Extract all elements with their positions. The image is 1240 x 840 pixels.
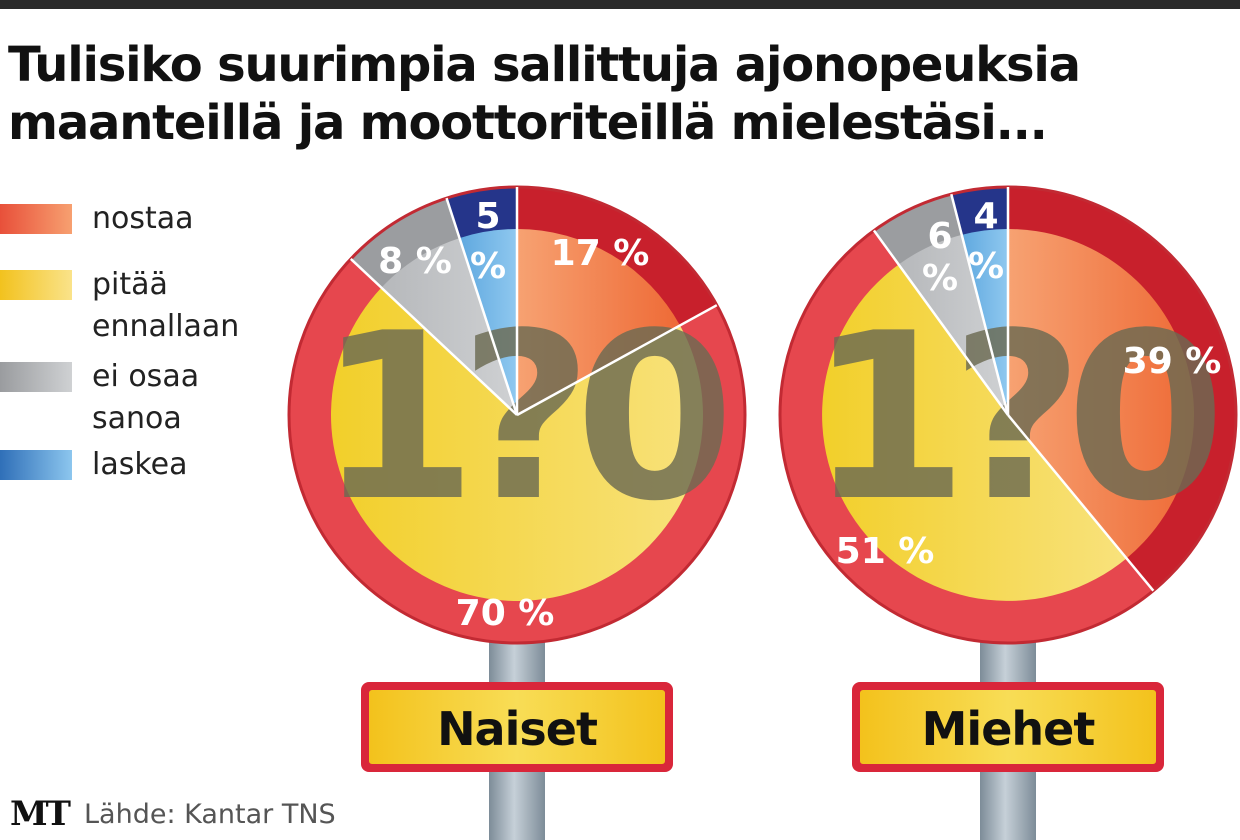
legend-swatch-laskea	[0, 450, 72, 480]
miehet-plate-label: Miehet	[922, 702, 1095, 756]
miehet-value-label-nostaa: 39 %	[1123, 341, 1222, 382]
naiset-sign: 1?0 17 % 70 % 8 % 5% Naiset	[287, 185, 747, 772]
naiset-value-label-laskea: %	[470, 246, 506, 287]
legend-label-ei-osaa-sanoa: ei osaa sanoa	[92, 356, 199, 440]
naiset-slice-divider	[349, 258, 518, 416]
miehet-slice-pitaa-ennallaan	[822, 264, 1127, 601]
miehet-slice-divider	[950, 193, 1010, 416]
naiset-slice-pitaa-ennallaan	[330, 287, 703, 601]
miehet-value-label-ei-osaa-sanoa: 6	[927, 216, 952, 257]
naiset-slice-divider	[516, 304, 718, 417]
miehet-slice-ei-osaa-sanoa	[898, 234, 1008, 415]
legend-swatch-ei-osaa-sanoa	[0, 362, 72, 392]
legend-label-line: ei osaa	[92, 359, 200, 394]
legend-label-line: nostaa	[92, 201, 194, 236]
miehet-value-label-ei-osaa-sanoa: %	[922, 258, 958, 299]
naiset-plate-label: Naiset	[437, 702, 597, 756]
chart-title: Tulisiko suurimpia sallittuja ajonopeuks…	[8, 36, 1233, 152]
mt-logo: MT	[10, 794, 71, 834]
naiset-value-label-pitaa-ennallaan: 70 %	[456, 593, 555, 634]
miehet-sign-number: 1?0	[808, 285, 1215, 552]
miehet-slice-divider	[872, 229, 1010, 416]
naiset-slice-nostaa	[517, 229, 680, 415]
legend-label-pitaa: pitää ennallaan	[92, 264, 239, 348]
miehet-value-label-laskea: 4	[973, 196, 998, 237]
legend-swatch-pitaa	[0, 270, 72, 300]
legend-label-line: sanoa	[92, 401, 182, 436]
miehet-plate	[860, 690, 1156, 764]
naiset-slice-divider	[445, 197, 519, 416]
legend-label-line: laskea	[92, 447, 188, 482]
naiset-sign-number: 1?0	[317, 285, 724, 552]
naiset-plate	[369, 690, 665, 764]
naiset-slice-ei-osaa-sanoa	[381, 238, 517, 415]
miehet-sign: 1?039 % 51 % 6% 4% Miehet	[778, 185, 1238, 772]
miehet-value-label-pitaa-ennallaan: 51 %	[836, 531, 935, 572]
source-note: Lähde: Kantar TNS	[84, 799, 336, 830]
legend-label-line: ennallaan	[92, 309, 240, 344]
top-rule	[0, 0, 1240, 9]
legend-swatch-nostaa	[0, 204, 72, 234]
naiset-value-label-ei-osaa-sanoa: 8 %	[378, 241, 452, 282]
miehet-value-label-laskea: %	[968, 246, 1004, 287]
title-line-2: maanteillä ja moottoriteillä mielestäsi.…	[8, 95, 1048, 151]
legend-label-line: pitää	[92, 267, 168, 302]
naiset-value-label-nostaa: 17 %	[551, 233, 650, 274]
miehet-slice-nostaa	[1008, 229, 1195, 559]
naiset-value-label-laskea: 5	[475, 196, 500, 237]
legend-label-nostaa: nostaa	[92, 198, 194, 240]
legend-label-laskea: laskea	[92, 444, 188, 486]
miehet-slice-divider	[1007, 414, 1155, 592]
title-line-1: Tulisiko suurimpia sallittuja ajonopeuks…	[8, 37, 1081, 93]
